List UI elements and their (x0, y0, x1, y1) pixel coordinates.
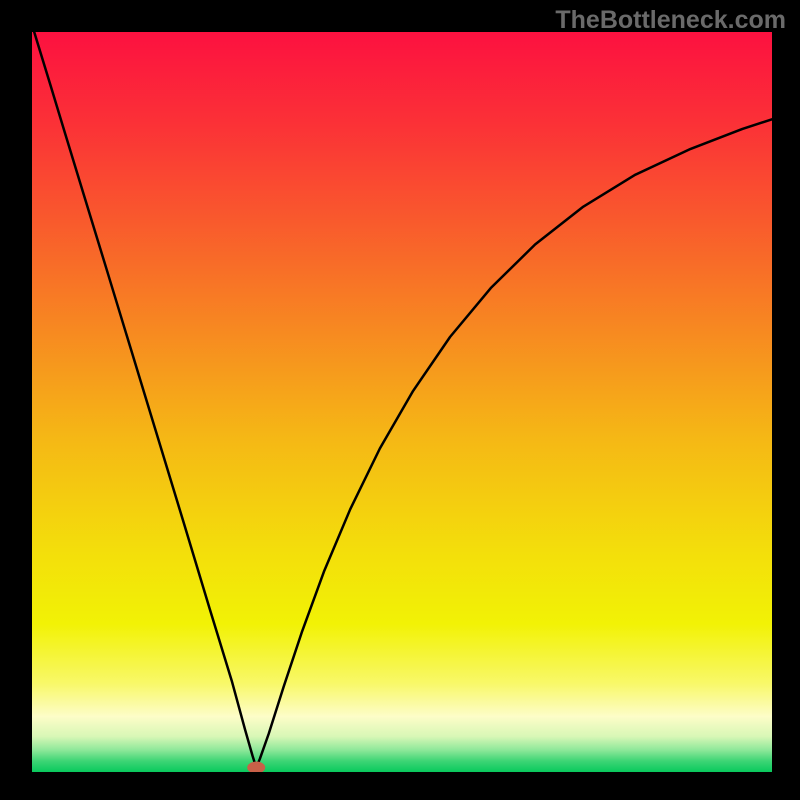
chart-svg (30, 30, 774, 774)
chart-frame (30, 30, 774, 774)
gradient-background (32, 32, 772, 772)
watermark-label: TheBottleneck.com (555, 6, 786, 35)
optimal-point-marker (247, 762, 265, 774)
